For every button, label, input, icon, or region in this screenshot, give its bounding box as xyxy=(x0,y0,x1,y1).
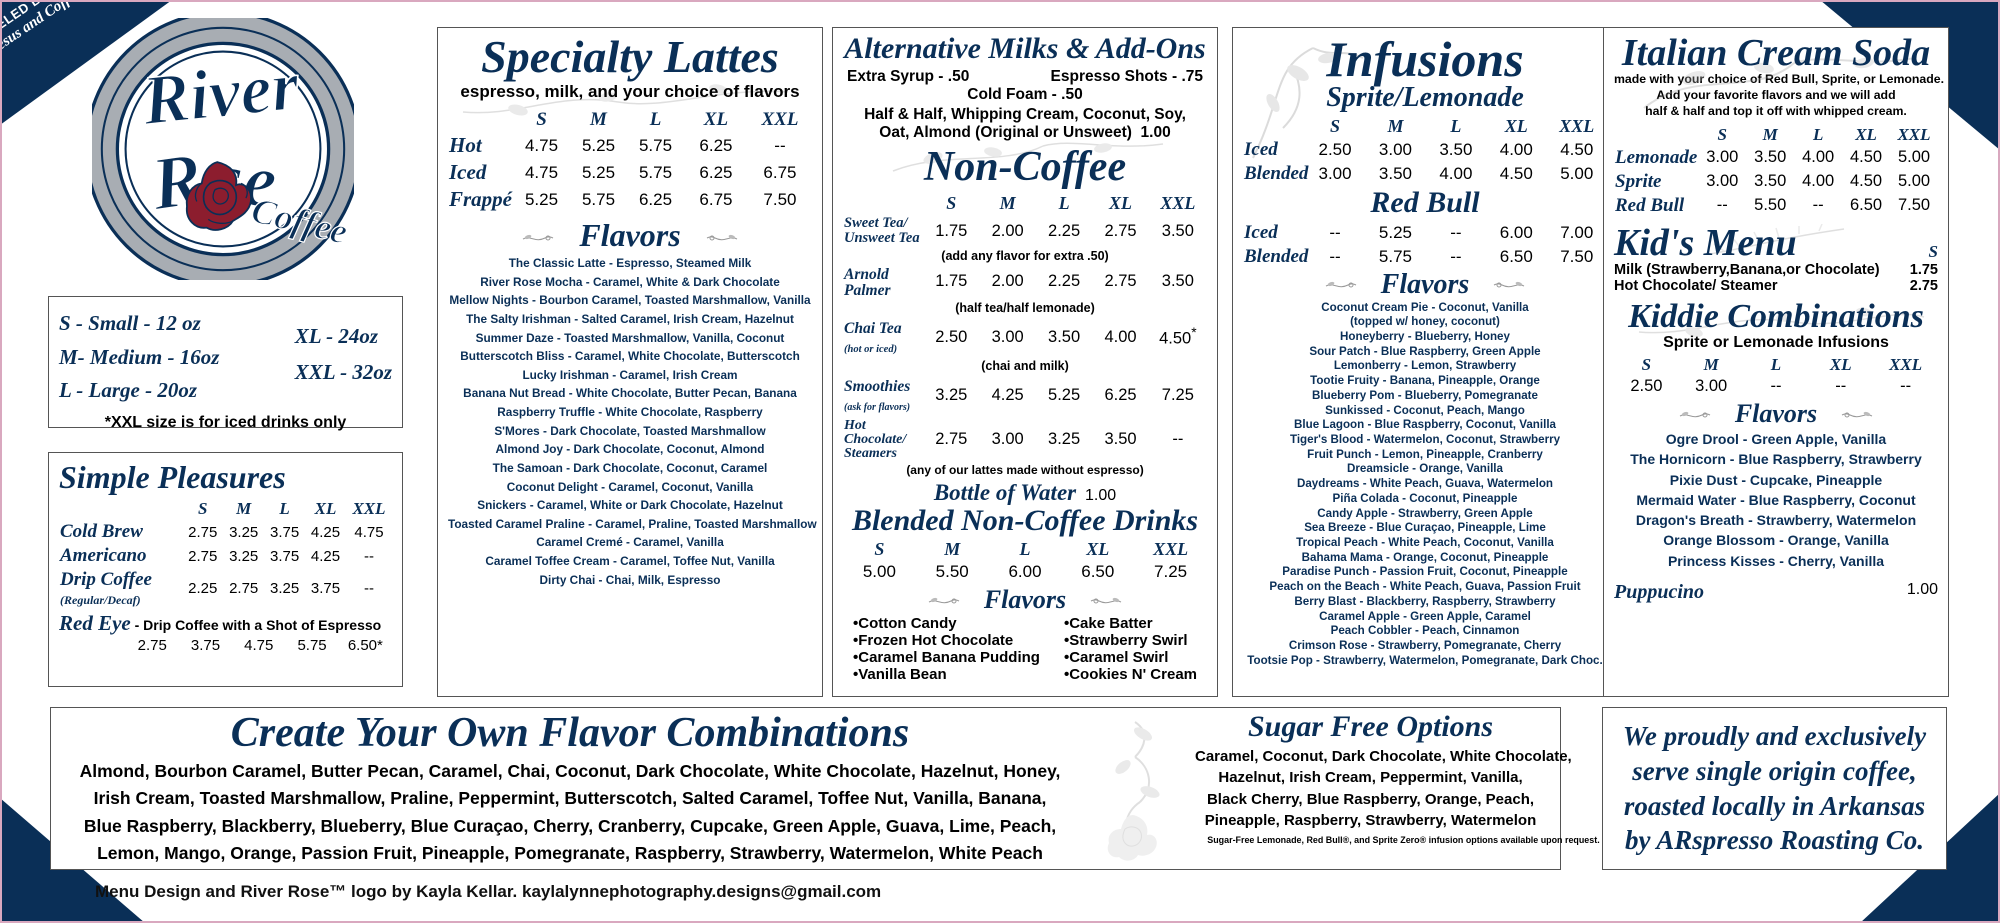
svg-text:Coffee: Coffee xyxy=(248,190,352,252)
svg-text:River: River xyxy=(138,46,303,140)
